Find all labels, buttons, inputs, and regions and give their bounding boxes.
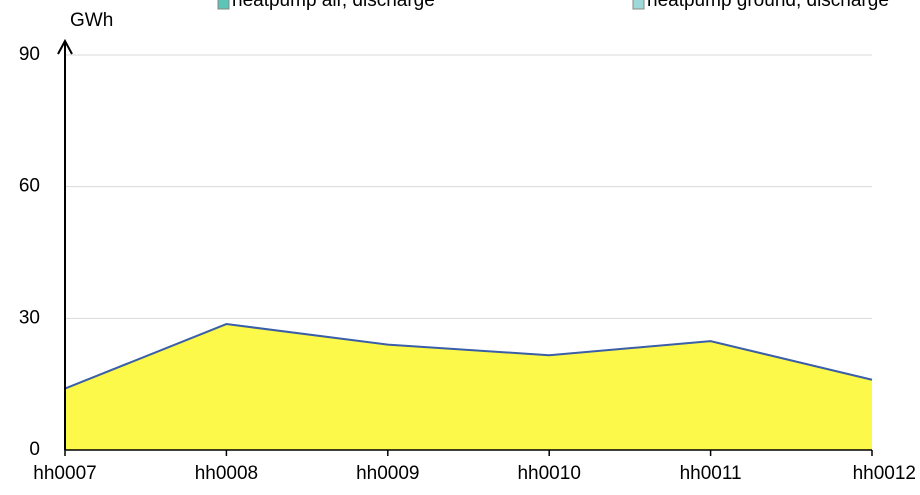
y-tick-label: 0 [29,439,40,460]
legend-label: heatpump ground, discharge [647,0,889,11]
area-line [64,323,873,390]
legend-swatch [632,0,645,10]
x-tick-label: hh0012 [853,463,916,484]
y-axis-arrow [57,38,73,55]
x-tick-label: hh0009 [356,463,419,484]
x-tick-label: hh0007 [33,463,96,484]
y-tick-label: 30 [19,307,40,328]
x-tick-label: hh0010 [517,463,580,484]
legend-label: heatpump air, discharge [232,0,435,11]
area [65,324,872,450]
y-tick-label: 60 [19,176,40,197]
x-tick-label: hh0011 [680,463,742,484]
legend-swatch [217,0,230,10]
y-tick-label: 90 [19,44,40,65]
y-axis-label: GWh [70,10,113,31]
x-tick-label: hh0008 [195,463,258,484]
